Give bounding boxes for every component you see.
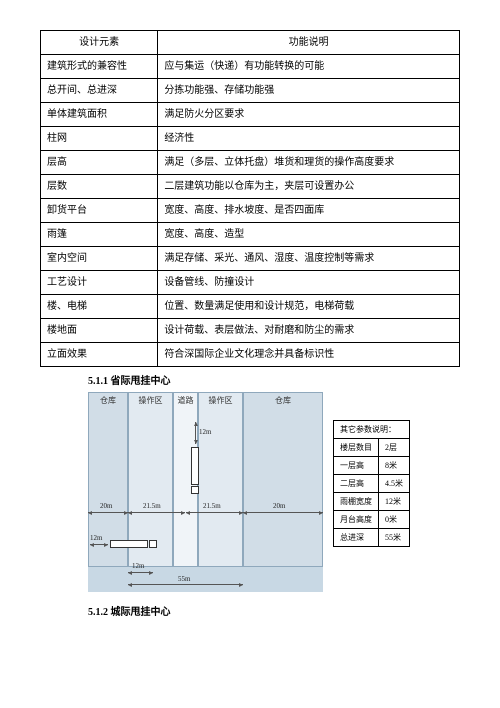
param-key: 月台高度 <box>334 511 379 529</box>
floorplan-diagram: 仓库 操作区 道路 操作区 仓库 12m 12m 20m 21.5m 21.5m… <box>88 392 323 592</box>
table-row: 室内空间满足存储、采光、通风、湿度、温度控制等需求 <box>41 247 460 271</box>
param-table-title: 其它参数说明： <box>334 421 410 439</box>
dim-12m-bottom-label: 12m <box>132 562 144 570</box>
dim-12m-side-label: 12m <box>90 534 102 542</box>
dim-12m-top-label: 12m <box>199 428 211 436</box>
cell-element: 卸货平台 <box>41 199 158 223</box>
param-key: 楼层数目 <box>334 439 379 457</box>
cell-element: 单体建筑面积 <box>41 103 158 127</box>
cell-description: 满足存储、采光、通风、湿度、温度控制等需求 <box>158 247 460 271</box>
dim-12m-top-arrow <box>195 422 196 444</box>
cell-description: 设备管线、防撞设计 <box>158 271 460 295</box>
param-row: 一层高8米 <box>334 457 410 475</box>
dim-55m-label: 55m <box>178 575 190 583</box>
cell-description: 分拣功能强、存储功能强 <box>158 79 460 103</box>
cell-description: 经济性 <box>158 127 460 151</box>
cell-element: 柱网 <box>41 127 158 151</box>
table-row: 楼地面设计荷载、表层做法、对耐磨和防尘的需求 <box>41 319 460 343</box>
cell-element: 建筑形式的兼容性 <box>41 55 158 79</box>
param-row: 楼层数目2层 <box>334 439 410 457</box>
param-key: 雨棚宽度 <box>334 493 379 511</box>
cell-element: 层数 <box>41 175 158 199</box>
truck-horizontal-cab <box>149 540 157 548</box>
cell-element: 总开间、总进深 <box>41 79 158 103</box>
param-value: 0米 <box>379 511 410 529</box>
table-header-a: 设计元素 <box>41 31 158 55</box>
cell-element: 工艺设计 <box>41 271 158 295</box>
cell-description: 满足防火分区要求 <box>158 103 460 127</box>
diagram-wrap: 仓库 操作区 道路 操作区 仓库 12m 12m 20m 21.5m 21.5m… <box>40 392 460 592</box>
param-row: 二层高4.5米 <box>334 475 410 493</box>
section-511-heading: 5.1.1 省际甩挂中心 <box>40 369 460 390</box>
cell-description: 宽度、高度、造型 <box>158 223 460 247</box>
table-row: 层数二层建筑功能以仓库为主，夹层可设置办公 <box>41 175 460 199</box>
section-512-heading: 5.1.2 城际甩挂中心 <box>40 600 460 621</box>
table-row: 总开间、总进深分拣功能强、存储功能强 <box>41 79 460 103</box>
cell-element: 层高 <box>41 151 158 175</box>
cell-description: 符合深国际企业文化理念并具备标识性 <box>158 343 460 367</box>
cell-description: 二层建筑功能以仓库为主，夹层可设置办公 <box>158 175 460 199</box>
design-elements-table: 设计元素 功能说明 建筑形式的兼容性应与集运（快递）有功能转换的可能总开间、总进… <box>40 30 460 367</box>
cell-description: 宽度、高度、排水坡度、是否四面库 <box>158 199 460 223</box>
truck-vertical-cab <box>191 486 199 494</box>
dim-55m-arrow <box>128 584 243 585</box>
dim-12m-side-arrow <box>90 544 108 545</box>
cell-element: 楼地面 <box>41 319 158 343</box>
table-row: 卸货平台宽度、高度、排水坡度、是否四面库 <box>41 199 460 223</box>
table-row: 雨篷宽度、高度、造型 <box>41 223 460 247</box>
param-value: 8米 <box>379 457 410 475</box>
table-row: 柱网经济性 <box>41 127 460 151</box>
cell-element: 楼、电梯 <box>41 295 158 319</box>
zone-ops-right: 操作区 <box>198 392 243 567</box>
param-table: 其它参数说明： 楼层数目2层一层高8米二层高4.5米雨棚宽度12米月台高度0米总… <box>333 420 410 547</box>
dim-12m-bottom-arrow <box>128 572 153 573</box>
table-row: 建筑形式的兼容性应与集运（快递）有功能转换的可能 <box>41 55 460 79</box>
param-value: 55米 <box>379 529 410 547</box>
param-value: 12米 <box>379 493 410 511</box>
dim-20m-left-label: 20m <box>100 502 112 510</box>
dim-21-5-right-arrow <box>186 512 243 513</box>
cell-description: 设计荷载、表层做法、对耐磨和防尘的需求 <box>158 319 460 343</box>
table-row: 单体建筑面积满足防火分区要求 <box>41 103 460 127</box>
table-row: 工艺设计设备管线、防撞设计 <box>41 271 460 295</box>
param-key: 二层高 <box>334 475 379 493</box>
dim-21-5-left-label: 21.5m <box>143 502 161 510</box>
cell-element: 雨篷 <box>41 223 158 247</box>
dim-21-5-left-arrow <box>128 512 185 513</box>
dim-20m-right-label: 20m <box>273 502 285 510</box>
cell-description: 应与集运（快递）有功能转换的可能 <box>158 55 460 79</box>
cell-description: 满足（多层、立体托盘）堆货和理货的操作高度要求 <box>158 151 460 175</box>
table-header-b: 功能说明 <box>158 31 460 55</box>
param-row: 月台高度0米 <box>334 511 410 529</box>
truck-vertical-body <box>191 447 199 485</box>
dim-21-5-right-label: 21.5m <box>203 502 221 510</box>
dim-20m-left-arrow <box>88 512 128 513</box>
param-value: 4.5米 <box>379 475 410 493</box>
table-row: 立面效果符合深国际企业文化理念并具备标识性 <box>41 343 460 367</box>
dim-20m-right-arrow <box>243 512 323 513</box>
param-key: 一层高 <box>334 457 379 475</box>
cell-element: 立面效果 <box>41 343 158 367</box>
param-row: 总进深55米 <box>334 529 410 547</box>
cell-description: 位置、数量满足使用和设计规范，电梯荷载 <box>158 295 460 319</box>
table-row: 楼、电梯位置、数量满足使用和设计规范，电梯荷载 <box>41 295 460 319</box>
table-row: 层高满足（多层、立体托盘）堆货和理货的操作高度要求 <box>41 151 460 175</box>
param-row: 雨棚宽度12米 <box>334 493 410 511</box>
cell-element: 室内空间 <box>41 247 158 271</box>
param-value: 2层 <box>379 439 410 457</box>
param-key: 总进深 <box>334 529 379 547</box>
truck-horizontal-body <box>110 540 148 548</box>
zone-warehouse-right: 仓库 <box>243 392 323 567</box>
